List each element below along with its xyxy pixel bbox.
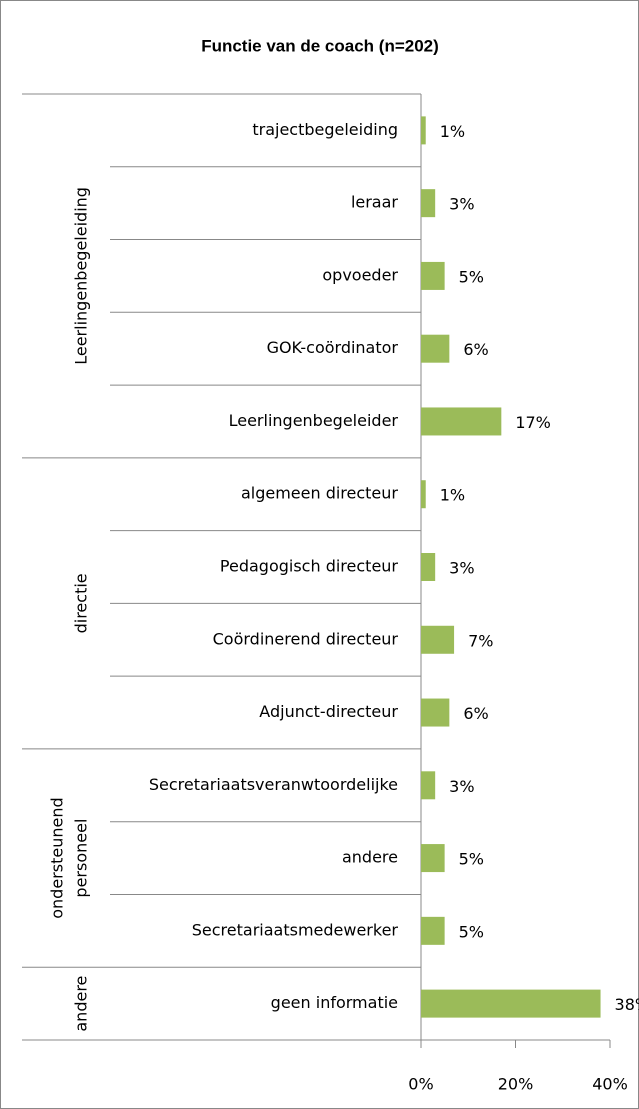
data-label: 7% xyxy=(468,631,493,650)
bar xyxy=(421,407,502,436)
group-label: ondersteunend xyxy=(48,797,67,918)
data-label: 17% xyxy=(515,413,551,432)
data-label: 3% xyxy=(449,559,474,578)
category-label: Coördinerend directeur xyxy=(213,629,399,648)
category-label: Leerlingenbegeleider xyxy=(229,411,399,430)
data-label: 6% xyxy=(463,340,488,359)
bar xyxy=(421,989,601,1018)
bar xyxy=(421,261,445,290)
bar xyxy=(421,189,436,218)
category-label: Secretariaatsmedewerker xyxy=(192,920,399,939)
group-label: andere xyxy=(72,976,91,1032)
group-label: Leerlingenbegeleiding xyxy=(72,187,91,365)
group-label: personeel xyxy=(72,819,91,898)
bar xyxy=(421,553,436,581)
bar xyxy=(421,916,445,945)
category-label: Adjunct-directeur xyxy=(259,702,398,721)
data-label: 3% xyxy=(449,777,474,796)
bar xyxy=(421,844,445,873)
data-label: 1% xyxy=(440,122,465,141)
data-label: 38% xyxy=(615,995,639,1014)
bar xyxy=(421,116,426,145)
chart-title: Functie van de coach (n=202) xyxy=(201,36,439,55)
category-label: opvoeder xyxy=(322,265,398,284)
bar xyxy=(421,625,455,654)
x-tick-label: 20% xyxy=(498,1075,534,1094)
bar xyxy=(421,771,436,800)
category-label: Secretariaatsveranwtoordelijke xyxy=(149,775,398,794)
data-label: 5% xyxy=(459,850,484,869)
category-label: leraar xyxy=(351,193,398,212)
bar xyxy=(421,698,450,727)
data-label: 5% xyxy=(459,922,484,941)
bar xyxy=(421,334,450,363)
x-tick-label: 40% xyxy=(592,1075,628,1094)
data-label: 6% xyxy=(463,704,488,723)
category-label: trajectbegeleiding xyxy=(252,120,398,139)
category-label: andere xyxy=(342,848,398,867)
category-label: Pedagogisch directeur xyxy=(220,557,399,576)
data-label: 5% xyxy=(459,267,484,286)
data-label: 1% xyxy=(440,486,465,505)
group-label: directie xyxy=(72,573,91,633)
category-label: geen informatie xyxy=(271,993,398,1012)
category-label: GOK-coördinator xyxy=(267,338,399,357)
data-label: 3% xyxy=(449,195,474,214)
category-label: algemeen directeur xyxy=(241,484,398,503)
bar xyxy=(421,480,426,509)
x-tick-label: 0% xyxy=(408,1075,433,1094)
